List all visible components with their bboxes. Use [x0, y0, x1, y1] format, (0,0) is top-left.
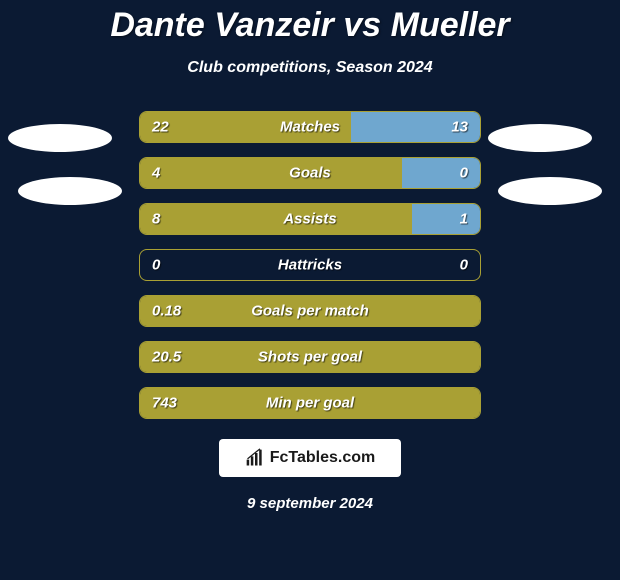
site-logo[interactable]: FcTables.com	[219, 439, 401, 477]
side-oval	[498, 177, 602, 205]
stat-row: 743 Min per goal	[139, 387, 481, 419]
stat-label: Goals	[289, 165, 331, 182]
stat-left-value: 22	[152, 119, 169, 136]
stat-left-value: 4	[152, 165, 160, 182]
stat-left-value: 743	[152, 395, 177, 412]
stat-left-value: 20.5	[152, 349, 181, 366]
stat-row: 20.5 Shots per goal	[139, 341, 481, 373]
stat-right-value: 0	[460, 165, 468, 182]
stat-left-value: 0	[152, 257, 160, 274]
stat-label: Assists	[283, 211, 336, 228]
stat-right-value: 13	[451, 119, 468, 136]
bar-left	[140, 204, 412, 234]
stat-label: Shots per goal	[258, 349, 362, 366]
main-container: Dante Vanzeir vs Mueller Club competitio…	[0, 0, 620, 580]
bar-right	[402, 158, 480, 188]
stat-row: 0 0 Hattricks	[139, 249, 481, 281]
stats-area: 22 13 Matches 4 0 Goals 8 1 Assists 0 0 Hattricks 0.…	[0, 111, 620, 419]
logo-text: FcTables.com	[270, 449, 376, 467]
stat-row: 8 1 Assists	[139, 203, 481, 235]
stat-row: 0.18 Goals per match	[139, 295, 481, 327]
stat-label: Matches	[280, 119, 340, 136]
side-oval	[8, 124, 112, 152]
bar-left	[140, 158, 402, 188]
stat-label: Hattricks	[278, 257, 342, 274]
date-text: 9 september 2024	[247, 495, 373, 512]
page-title: Dante Vanzeir vs Mueller	[110, 6, 509, 45]
chart-icon	[245, 448, 265, 468]
subtitle: Club competitions, Season 2024	[187, 59, 432, 77]
side-oval	[488, 124, 592, 152]
stat-row: 4 0 Goals	[139, 157, 481, 189]
stat-label: Min per goal	[266, 395, 354, 412]
stat-left-value: 8	[152, 211, 160, 228]
stat-label: Goals per match	[251, 303, 369, 320]
side-oval	[18, 177, 122, 205]
stat-right-value: 0	[460, 257, 468, 274]
stat-left-value: 0.18	[152, 303, 181, 320]
bar-right	[412, 204, 480, 234]
stat-row: 22 13 Matches	[139, 111, 481, 143]
stat-right-value: 1	[460, 211, 468, 228]
